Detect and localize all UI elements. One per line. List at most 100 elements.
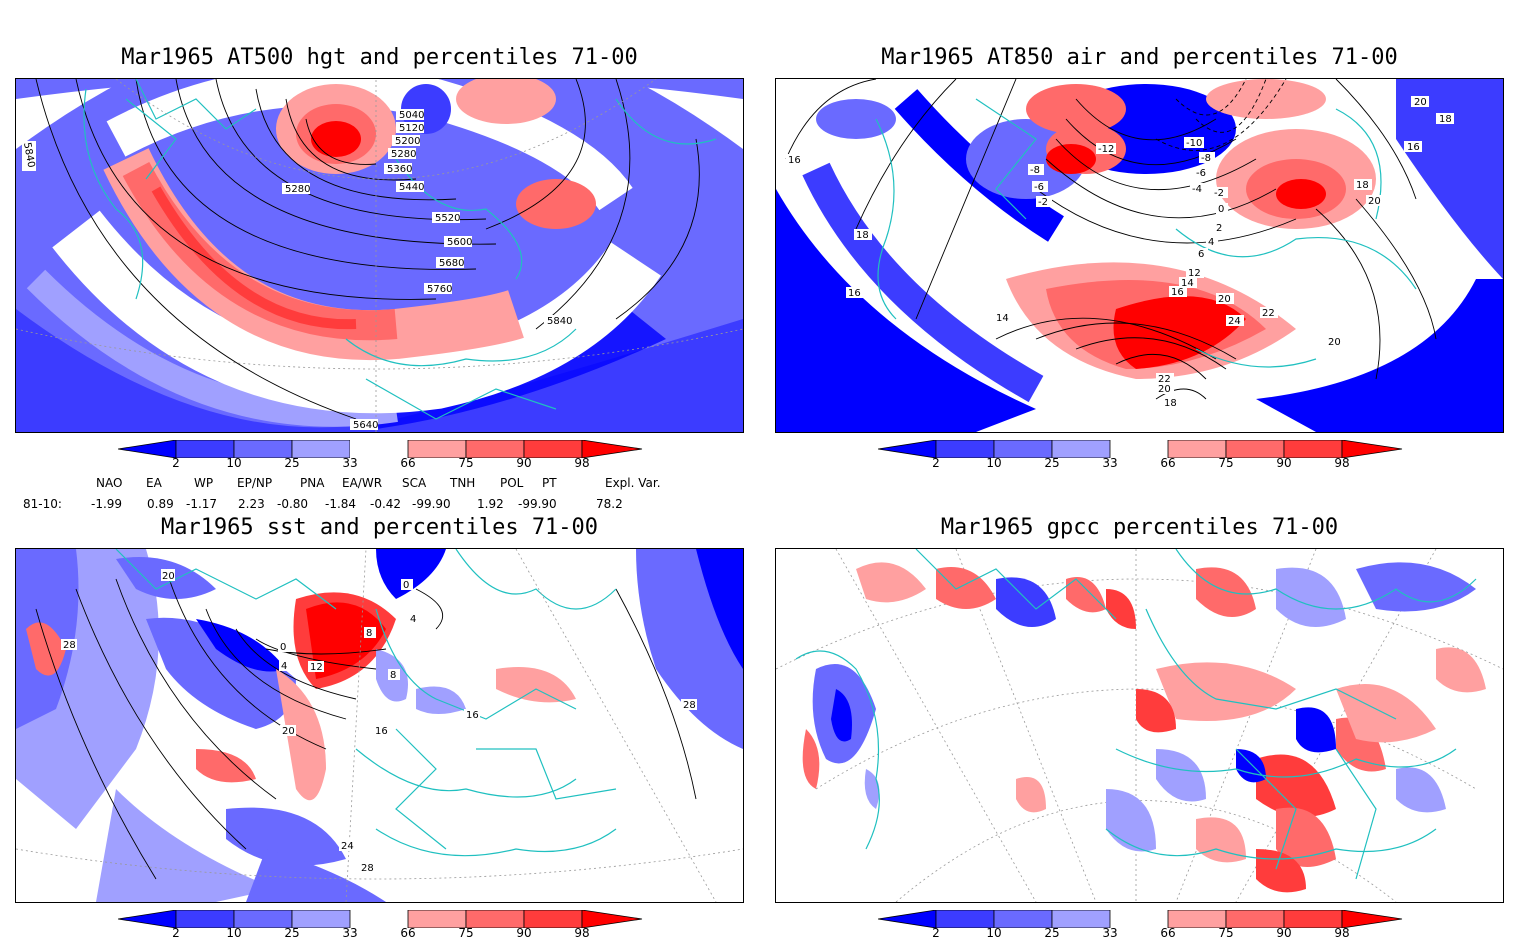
svg-text:20: 20 — [1218, 294, 1231, 305]
index-value: 0.89 — [147, 497, 174, 511]
svg-text:16: 16 — [848, 288, 861, 299]
svg-text:16: 16 — [1171, 287, 1184, 298]
svg-text:18: 18 — [1356, 180, 1369, 191]
map-gpcc — [776, 549, 1503, 902]
index-value: 2.23 — [238, 497, 265, 511]
contour-labels-sst: 20 28 0 4 8 12 16 20 24 28 16 28 8 4 0 — [61, 569, 697, 874]
cbar-label: 98 — [574, 926, 590, 940]
cbar-label: 10 — [226, 456, 242, 470]
cbar-label: 33 — [1102, 456, 1118, 470]
index-name: Expl. Var. — [605, 476, 661, 490]
index-value: -99.90 — [518, 497, 557, 511]
svg-text:24: 24 — [341, 841, 354, 852]
index-name: EA/WR — [342, 476, 383, 490]
index-name: NAO — [96, 476, 123, 490]
svg-text:18: 18 — [1439, 114, 1452, 125]
contour-label: 5760 — [427, 284, 452, 295]
cbar-label: 25 — [1044, 926, 1060, 940]
cbar-label: 66 — [1160, 926, 1176, 940]
svg-text:-6: -6 — [1196, 168, 1206, 179]
index-row-label: 81-10: — [23, 497, 62, 511]
svg-text:4: 4 — [1208, 237, 1214, 248]
contour-label: 5280 — [391, 149, 416, 160]
map-sst: 20 28 0 4 8 12 16 20 24 28 16 28 8 4 0 — [16, 549, 743, 902]
index-value: -1.99 — [91, 497, 123, 511]
index-value: -1.84 — [325, 497, 357, 511]
contour-label: 5600 — [447, 237, 472, 248]
colorbar-labels-bottom-right: 2 10 25 33 66 75 90 98 — [878, 926, 1404, 940]
svg-text:-4: -4 — [1192, 184, 1202, 195]
svg-text:18: 18 — [856, 230, 869, 241]
contour-label: 5040 — [399, 110, 424, 121]
svg-text:4: 4 — [410, 614, 416, 625]
map-850air: 20 18 16 -10 -8 -6 -4 -2 0 2 4 6 12 14 1… — [776, 79, 1503, 432]
precip-patches — [802, 562, 1486, 893]
cbar-label: 25 — [284, 456, 300, 470]
map-title-sst: Mar1965 sst and percentiles 71-00 — [160, 515, 599, 540]
svg-text:28: 28 — [683, 700, 696, 711]
svg-text:20: 20 — [1158, 384, 1171, 395]
svg-text:12: 12 — [310, 662, 323, 673]
index-value: -0.80 — [277, 497, 309, 511]
index-value: 1.92 — [477, 497, 504, 511]
cbar-label: 10 — [986, 456, 1002, 470]
svg-text:4: 4 — [281, 661, 287, 672]
colorbar-labels-top-left: 2 10 25 33 66 75 90 98 — [118, 456, 644, 470]
colorbar-500hgt — [117, 439, 644, 470]
svg-text:20: 20 — [282, 726, 295, 737]
contour-label: 5840 — [21, 142, 36, 169]
svg-text:8: 8 — [366, 628, 372, 639]
cbar-label: 90 — [516, 456, 532, 470]
colorbar-850air — [877, 439, 1404, 470]
svg-text:16: 16 — [466, 710, 479, 721]
svg-text:28: 28 — [361, 863, 374, 874]
svg-text:0: 0 — [1218, 204, 1224, 215]
cbar-label: 33 — [342, 456, 358, 470]
cbar-label: 2 — [932, 456, 940, 470]
svg-text:16: 16 — [1407, 142, 1420, 153]
cbar-label: 10 — [226, 926, 242, 940]
contour-label: 5200 — [395, 136, 420, 147]
svg-text:24: 24 — [1228, 316, 1241, 327]
map-panel-gpcc — [775, 548, 1504, 903]
index-value: -0.42 — [370, 497, 402, 511]
svg-text:-8: -8 — [1201, 153, 1211, 164]
cbar-label: 66 — [1160, 456, 1176, 470]
cbar-label: 25 — [1044, 456, 1060, 470]
cbar-label: 66 — [400, 926, 416, 940]
svg-text:20: 20 — [1414, 97, 1427, 108]
contour-label: 5520 — [435, 213, 460, 224]
contour-label: 5840 — [547, 316, 572, 327]
index-name: POL — [500, 476, 524, 490]
svg-text:-2: -2 — [1214, 188, 1224, 199]
map-500hgt: 5040 5120 5200 5280 5360 5440 5520 5600 … — [16, 79, 743, 432]
index-name: PNA — [300, 476, 325, 490]
cbar-label: 75 — [1218, 456, 1234, 470]
contour-label: 5280 — [285, 184, 310, 195]
cbar-label: 75 — [1218, 926, 1234, 940]
index-value: -99.90 — [412, 497, 451, 511]
index-value: 78.2 — [596, 497, 623, 511]
colorbar-svg — [877, 909, 1403, 929]
cbar-label: 66 — [400, 456, 416, 470]
index-value: -1.17 — [186, 497, 218, 511]
index-name: TNH — [450, 476, 476, 490]
svg-text:0: 0 — [403, 580, 409, 591]
contour-label: 5360 — [387, 164, 412, 175]
map-title-850air: Mar1965 AT850 air and percentiles 71-00 — [881, 45, 1398, 70]
index-name: EA — [146, 476, 162, 490]
contour-labels-850air: 20 18 16 -10 -8 -6 -4 -2 0 2 4 6 12 14 1… — [786, 96, 1454, 409]
cbar-label: 33 — [1102, 926, 1118, 940]
svg-text:-6: -6 — [1034, 182, 1044, 193]
map-panel-500hgt: 5040 5120 5200 5280 5360 5440 5520 5600 … — [15, 78, 744, 433]
cbar-label: 10 — [986, 926, 1002, 940]
svg-text:16: 16 — [375, 726, 388, 737]
svg-text:28: 28 — [63, 640, 76, 651]
cbar-label: 2 — [932, 926, 940, 940]
contour-label: 5440 — [399, 182, 424, 193]
teleconnection-index-header: NAO EA WP EP/NP PNA EA/WR SCA TNH POL PT… — [0, 476, 700, 492]
svg-text:0: 0 — [280, 642, 286, 653]
cbar-label: 2 — [172, 456, 180, 470]
cbar-label: 90 — [516, 926, 532, 940]
svg-text:6: 6 — [1198, 249, 1204, 260]
